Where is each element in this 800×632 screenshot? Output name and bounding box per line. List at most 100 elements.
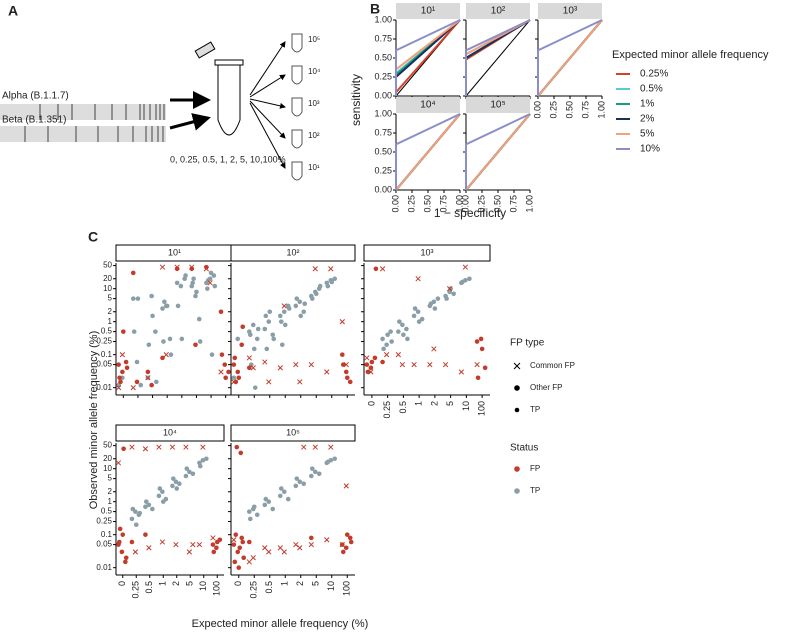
dilution-label: 10⁵	[308, 35, 320, 44]
x-tick-label: 0.25	[406, 195, 416, 213]
point-other-fp	[120, 369, 125, 375]
legend-label: 0.25%	[640, 69, 668, 80]
x-tick-label: 1.00	[454, 195, 464, 213]
point-other-fp	[214, 539, 220, 545]
point-tp	[266, 319, 272, 324]
point-other-fp	[478, 336, 484, 342]
point-common-fp	[146, 545, 152, 551]
tube	[217, 63, 241, 136]
x-tick-label: 10	[326, 581, 336, 591]
point-other-fp	[160, 355, 165, 361]
x-tick-label: 0.00	[532, 101, 542, 119]
point-common-fp	[297, 379, 303, 385]
point-other-fp	[340, 549, 346, 555]
point-tp	[294, 296, 300, 301]
point-other-fp	[236, 375, 242, 381]
point-other-fp	[121, 329, 126, 334]
point-common-fp	[297, 545, 303, 551]
legend-label: 0.5%	[640, 84, 663, 95]
y-tick-label: 2	[108, 487, 113, 496]
point-tp	[175, 303, 181, 309]
y-tick-label: 0.25	[374, 165, 392, 175]
roc-line	[537, 19, 603, 97]
point-tp	[411, 313, 417, 319]
point-tp	[160, 489, 165, 495]
facet-label: 10³	[420, 247, 433, 257]
point-tp	[177, 481, 182, 487]
point-other-fp	[211, 549, 217, 555]
point-tp	[451, 291, 456, 297]
point-other-fp	[149, 382, 154, 388]
point-other-fp	[222, 362, 228, 367]
x-tick-label: 0.75	[580, 101, 590, 119]
point-common-fp	[183, 444, 189, 450]
facet-strip	[115, 424, 225, 442]
x-tick-label: 0.25	[476, 195, 486, 213]
x-tick-label: 5	[185, 581, 195, 586]
point-tp	[130, 296, 136, 301]
point-tp	[264, 346, 270, 352]
x-tick-label: 5	[311, 581, 321, 586]
point-common-fp	[301, 444, 307, 450]
point-other-fp	[223, 375, 228, 381]
facet-strip	[538, 3, 602, 19]
point-common-fp	[262, 545, 268, 551]
point-tp	[187, 469, 192, 475]
point-tp	[412, 306, 418, 311]
point-tp	[279, 342, 285, 348]
point-tp	[251, 504, 257, 510]
dilution-label: 10¹	[308, 163, 320, 172]
point-tp	[246, 509, 252, 514]
point-common-fp	[115, 460, 122, 466]
y-tick-label: 50	[103, 441, 112, 450]
legend-marker	[514, 385, 520, 391]
point-tp	[194, 289, 199, 295]
point-tp	[174, 486, 180, 491]
point-other-fp	[143, 532, 148, 537]
point-common-fp	[343, 361, 349, 368]
point-other-fp	[246, 539, 252, 545]
small-tube	[291, 97, 303, 117]
point-common-fp	[246, 355, 252, 361]
small-tube	[291, 33, 303, 53]
point-common-fp	[368, 369, 374, 375]
point-common-fp	[210, 535, 216, 541]
legend-title: Expected minor allele frequency	[612, 49, 769, 61]
point-common-fp	[169, 444, 176, 450]
point-other-fp	[368, 365, 374, 371]
point-other-fp	[130, 270, 136, 276]
point-tp	[271, 336, 277, 342]
point-other-fp	[479, 346, 485, 352]
point-other-fp	[347, 535, 353, 541]
point-tp	[401, 332, 406, 338]
y-tick-label: 0.01	[96, 383, 112, 392]
point-tp	[146, 342, 152, 348]
point-common-fp	[308, 541, 314, 548]
point-common-fp	[159, 264, 166, 270]
small-tube	[291, 65, 303, 85]
point-other-fp	[116, 539, 122, 545]
point-common-fp	[262, 359, 268, 365]
roc-line	[395, 113, 461, 190]
point-other-fp	[118, 379, 123, 385]
x-tick-label: 0	[117, 581, 127, 586]
point-common-fp	[364, 355, 370, 361]
point-tp	[135, 296, 141, 301]
point-other-fp	[369, 359, 375, 365]
x-tick-label: 0.50	[564, 101, 574, 119]
y-tick-label: 0.25	[374, 71, 392, 81]
point-tp	[405, 336, 410, 342]
point-tp	[208, 270, 214, 276]
facet-label: 10²	[491, 6, 506, 17]
point-common-fp	[462, 264, 469, 270]
point-tp	[294, 476, 300, 481]
point-other-fp	[121, 446, 126, 452]
point-tp	[298, 313, 304, 319]
point-tp	[205, 277, 211, 283]
panel-label: C	[88, 229, 98, 245]
x-tick-label: 0.00	[460, 195, 470, 213]
y-tick-label: 0.50	[374, 146, 392, 156]
point-tp	[154, 379, 159, 385]
point-tp	[278, 319, 284, 324]
x-tick-label: 2	[171, 581, 181, 586]
